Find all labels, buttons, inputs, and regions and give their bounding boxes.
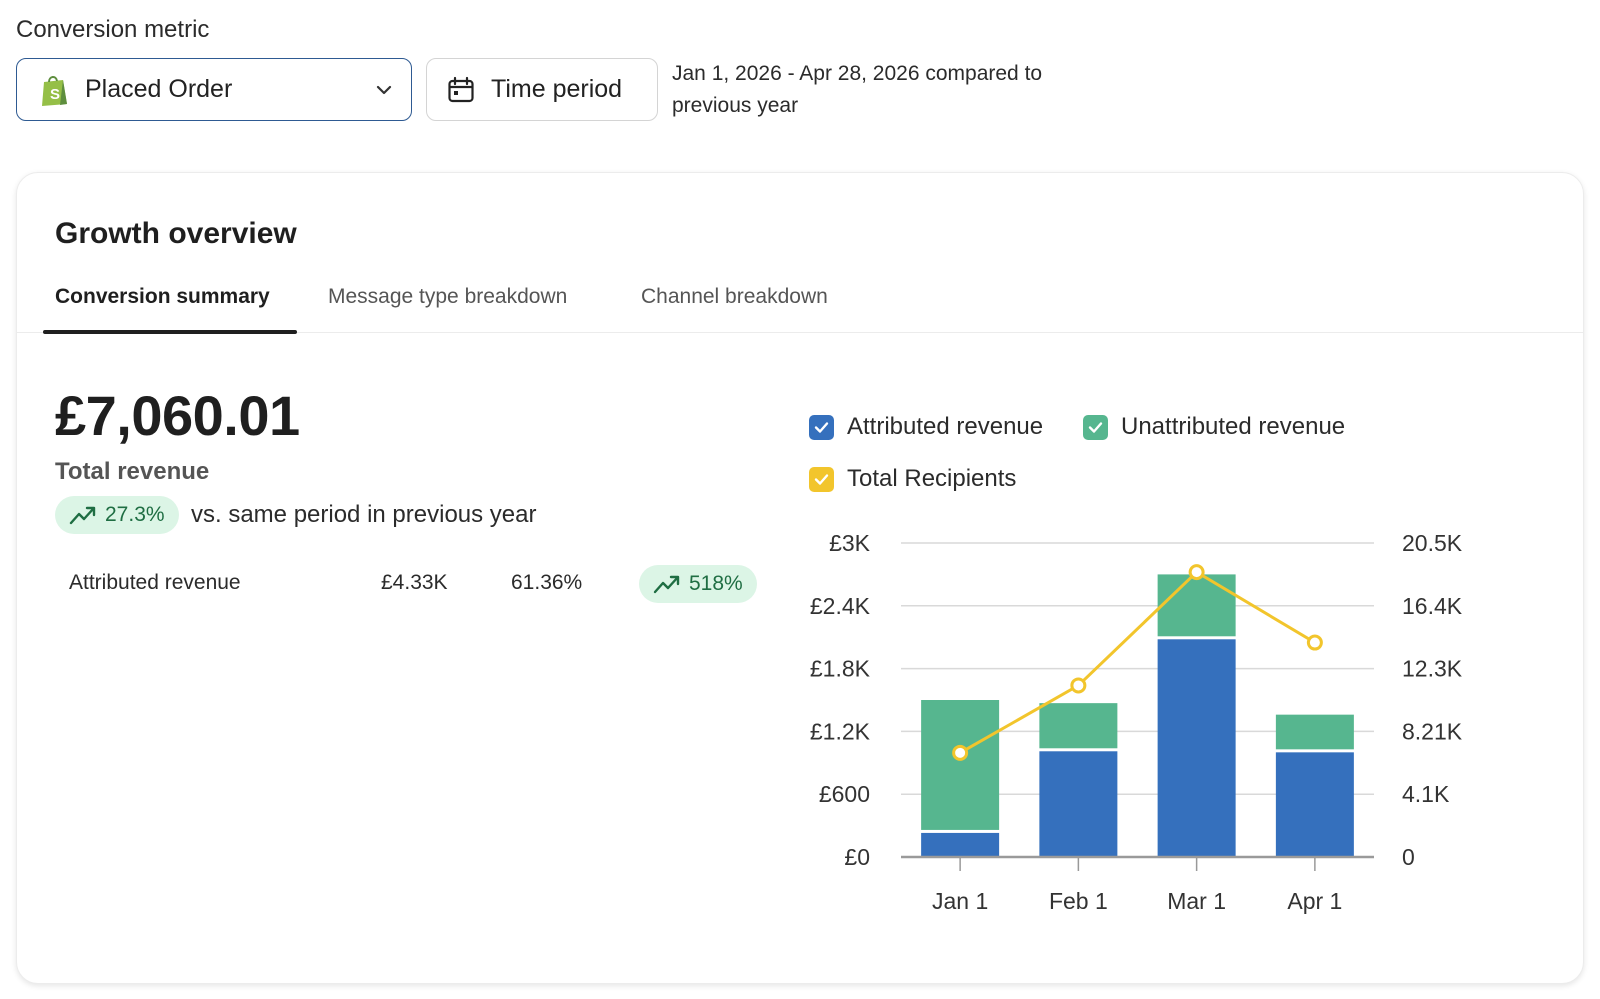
y2-tick-label: 0 <box>1402 844 1415 870</box>
active-tab-indicator <box>43 330 297 334</box>
y-tick-label: £2.4K <box>810 593 871 619</box>
recipients-point <box>1070 677 1087 694</box>
y-tick-label: £1.8K <box>810 656 871 682</box>
conversion-metric-select[interactable]: S Placed Order <box>16 58 412 121</box>
bar-attributed-revenue <box>1039 751 1118 857</box>
total-revenue-change-value: 27.3% <box>105 503 165 526</box>
y-tick-label: £0 <box>844 844 870 870</box>
legend-unattributed-revenue[interactable]: Unattributed revenue <box>1083 413 1345 441</box>
attributed-row-amount: £4.33K <box>381 571 448 594</box>
y2-tick-label: 8.21K <box>1402 718 1463 744</box>
y2-tick-label: 16.4K <box>1402 593 1463 619</box>
recipients-point <box>1188 564 1205 581</box>
checkbox-checked-icon[interactable] <box>1083 414 1108 440</box>
legend-attributed-revenue[interactable]: Attributed revenue <box>809 413 1043 441</box>
bar-attributed-revenue <box>921 832 1000 857</box>
tab-conversion-summary[interactable]: Conversion summary <box>55 285 270 308</box>
legend-total-recipients[interactable]: Total Recipients <box>809 465 1016 493</box>
total-revenue-change-badge: 27.3% <box>55 496 179 534</box>
comparison-text: vs. same period in previous year <box>191 501 537 528</box>
date-range-text: Jan 1, 2026 - Apr 28, 2026 compared to p… <box>672 62 1043 117</box>
bar-attributed-revenue <box>1157 639 1236 857</box>
y2-tick-label: 12.3K <box>1402 656 1463 682</box>
bar-unattributed-revenue <box>1157 574 1236 637</box>
x-tick-label: Apr 1 <box>1287 888 1342 914</box>
bar-unattributed-revenue <box>1039 703 1118 749</box>
conversion-metric-label: Conversion metric <box>16 16 210 43</box>
x-tick-label: Jan 1 <box>932 888 988 914</box>
attributed-row-share: 61.36% <box>511 571 583 594</box>
y-tick-label: £3K <box>829 530 871 556</box>
svg-text:S: S <box>50 86 60 103</box>
bar-unattributed-revenue <box>1275 714 1354 750</box>
legend-label: Attributed revenue <box>847 413 1044 440</box>
recipients-line <box>959 570 1316 755</box>
bar-unattributed-revenue <box>921 700 1000 830</box>
trend-up-icon <box>69 504 97 526</box>
time-period-button[interactable]: Time period <box>426 58 658 121</box>
attributed-revenue-change-badge: 518% <box>639 565 757 603</box>
tab-message-type-breakdown[interactable]: Message type breakdown <box>328 285 568 308</box>
y-tick-label: £1.2K <box>810 718 871 744</box>
attributed-row-name: Attributed revenue <box>69 571 241 594</box>
tab-bar: Conversion summary Message type breakdow… <box>17 285 1583 333</box>
x-tick-label: Feb 1 <box>1049 888 1108 914</box>
y2-tick-label: 20.5K <box>1402 530 1463 556</box>
time-period-label: Time period <box>491 75 623 103</box>
card-title: Growth overview <box>55 217 297 250</box>
legend-label: Unattributed revenue <box>1121 413 1346 440</box>
chevron-down-icon <box>373 79 395 101</box>
trend-up-icon <box>653 573 681 595</box>
revenue-chart: £0 £600 £1.2K £1.8K £2.4K £3K 0 4.1K 8.21K 12.3K 1… <box>810 530 1463 914</box>
total-revenue-amount: £7,060.01 <box>55 384 300 447</box>
bar-attributed-revenue <box>1275 752 1354 857</box>
total-revenue-label: Total revenue <box>55 458 210 485</box>
recipients-point <box>952 744 969 761</box>
y2-tick-label: 4.1K <box>1402 781 1450 807</box>
checkbox-checked-icon[interactable] <box>809 414 834 440</box>
attributed-revenue-change-value: 518% <box>689 572 743 595</box>
conversion-metric-value: Placed Order <box>85 75 233 103</box>
x-tick-label: Mar 1 <box>1167 888 1226 914</box>
checkbox-checked-icon[interactable] <box>809 466 834 492</box>
growth-overview-card: Growth overview Conversion summary Messa… <box>16 172 1584 984</box>
legend-label: Total Recipients <box>847 465 1017 492</box>
shopify-bag-icon: S <box>39 73 69 107</box>
tab-channel-breakdown[interactable]: Channel breakdown <box>641 285 828 308</box>
recipients-point <box>1306 634 1323 651</box>
y-tick-label: £600 <box>819 781 870 807</box>
calendar-icon <box>447 76 475 104</box>
